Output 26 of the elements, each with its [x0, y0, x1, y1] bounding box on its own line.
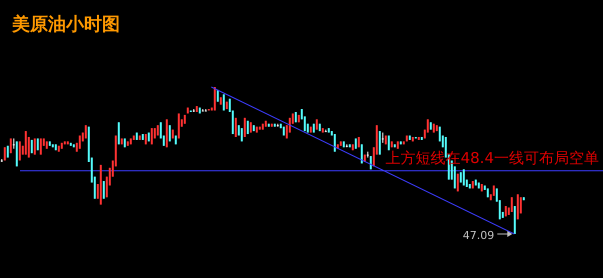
candlestick [378, 130, 381, 156]
candlestick [202, 108, 204, 112]
annotation: 47.09 [462, 229, 494, 242]
candlestick [244, 117, 246, 138]
candlestick [324, 129, 327, 132]
candlestick [234, 117, 237, 138]
candlestick [118, 122, 120, 145]
candlestick [102, 180, 105, 200]
candlestick [150, 128, 153, 145]
candlestick [144, 134, 147, 145]
candlestick [240, 128, 243, 142]
candlestick [510, 196, 513, 212]
candlestick [24, 130, 27, 156]
candlestick [168, 124, 171, 142]
candlestick [388, 135, 390, 151]
candlestick [12, 138, 15, 150]
candlestick [78, 135, 81, 150]
chart-title: 美原油小时图 [11, 14, 120, 35]
candlestick [84, 124, 87, 139]
candlestick [204, 108, 207, 112]
candlestick [456, 173, 459, 192]
candlestick [504, 206, 507, 217]
candlestick [370, 156, 372, 170]
candlestick [462, 168, 465, 186]
candlestick [382, 132, 384, 144]
candlestick [360, 144, 363, 164]
